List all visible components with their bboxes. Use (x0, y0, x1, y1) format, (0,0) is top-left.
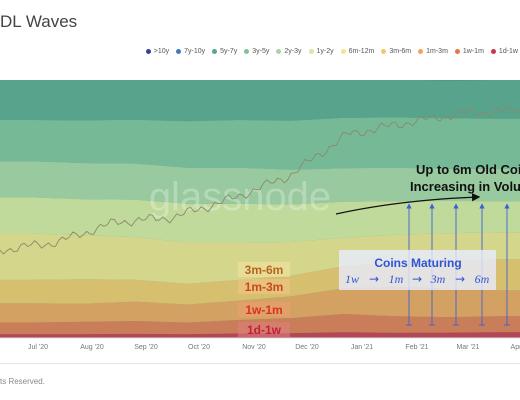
page-title: DL Waves (0, 12, 78, 31)
legend: >10y 7y-10y 5y-7y 3y-5y 2y-3y 1y-2y 6m-12m 3m-6… (145, 48, 518, 55)
legend-item-1y-2y[interactable]: 1y-2y (308, 48, 334, 55)
x-tick-label: Oct '20 (188, 344, 210, 351)
headline-line-2: Increasing in Volu (410, 179, 520, 194)
coins-maturing-box (339, 250, 496, 290)
legend-item-5y-7y[interactable]: 5y-7y (212, 48, 237, 55)
legend-dot (381, 49, 387, 54)
maturing-step-1w: 1w (345, 272, 359, 286)
legend-dot (340, 49, 346, 54)
maturing-step-6m: 6m (475, 272, 490, 286)
x-tick-label: Dec '20 (295, 344, 319, 351)
legend-item-2y-3y[interactable]: 2y-3y (276, 48, 302, 55)
band-label-bg-1w-1m (238, 302, 290, 317)
legend-label: 1w-1m (462, 48, 484, 55)
legend-dot (276, 49, 282, 54)
trend-arrow (335, 193, 481, 215)
footer-copyright: ts Reserved. (0, 377, 45, 386)
legend-label: >10y (153, 48, 170, 55)
legend-item-3y-5y[interactable]: 3y-5y (244, 48, 269, 55)
legend-item-6m-12m[interactable]: 6m-12m (340, 48, 375, 55)
legend-item-1d-1w[interactable]: 1d-1w (490, 48, 518, 55)
band-2y-3y (0, 161, 520, 205)
legend-dot (490, 49, 496, 54)
legend-label: 6m-12m (348, 48, 375, 55)
headline-line-1: Up to 6m Old Coi (416, 162, 520, 177)
x-tick-label: Nov '20 (242, 344, 266, 351)
legend-dot (418, 49, 424, 54)
hodl-waves-chart: glassnode Up to 6m Old Coi Increasing in V… (0, 80, 520, 351)
legend-item-1m-3m[interactable]: 1m-3m (418, 48, 448, 55)
legend-dot (454, 49, 460, 54)
band-6m-12m (0, 232, 520, 284)
legend-dot (212, 49, 218, 54)
band-label-1w-1m: 1w-1m (245, 303, 282, 317)
legend-label: 1y-2y (316, 48, 334, 55)
x-tick-label: Jan '21 (351, 344, 373, 351)
band-label-1m-3m: 1m-3m (245, 280, 284, 294)
band-label-bg-1m-3m (238, 279, 290, 294)
band-5y-7y (0, 80, 520, 122)
x-tick-label: Apr (511, 344, 520, 351)
x-tick-label: Jul '20 (28, 344, 48, 351)
legend-label: 7y-10y (184, 48, 206, 55)
band-label-bg-1d-1w (238, 322, 290, 337)
legend-dot (244, 49, 250, 54)
x-tick-label: Feb '21 (405, 344, 428, 351)
legend-item-1w-1m[interactable]: 1w-1m (454, 48, 484, 55)
band-label-bg-3m-6m (238, 262, 290, 277)
x-tick-label: Mar '21 (456, 344, 479, 351)
maturing-step-arrow: → (455, 272, 465, 286)
legend-item-10y[interactable]: >10y (145, 48, 170, 55)
band-label-1d-1w: 1d-1w (247, 323, 282, 337)
watermark: glassnode (149, 175, 331, 219)
band-1y-2y (0, 197, 520, 243)
x-tick-label: Sep '20 (134, 344, 158, 351)
band-label-3m-6m: 3m-6m (245, 263, 284, 277)
x-tick-label: Aug '20 (80, 344, 104, 351)
legend-label: 3y-5y (252, 48, 270, 55)
legend-label: 2y-3y (284, 48, 302, 55)
maturing-step-arrow: → (412, 272, 422, 286)
maturing-step-1m: 1m (389, 272, 404, 286)
legend-label: 1m-3m (426, 48, 448, 55)
legend-label: 1d-1w (498, 48, 518, 55)
legend-label: 5y-7y (220, 48, 238, 55)
legend-dot (145, 49, 151, 54)
legend-label: 3m-6m (389, 48, 412, 55)
legend-item-7y-10y[interactable]: 7y-10y (176, 48, 205, 55)
band-3y-5y (0, 117, 520, 170)
footer-divider (0, 363, 520, 364)
legend-dot (176, 49, 182, 54)
legend-dot (308, 49, 314, 54)
maturing-step-arrow: → (369, 272, 379, 286)
coins-maturing-title: Coins Maturing (374, 256, 461, 270)
maturing-step-3m: 3m (430, 272, 446, 286)
legend-item-3m-6m[interactable]: 3m-6m (381, 48, 411, 55)
price-line (0, 105, 520, 255)
